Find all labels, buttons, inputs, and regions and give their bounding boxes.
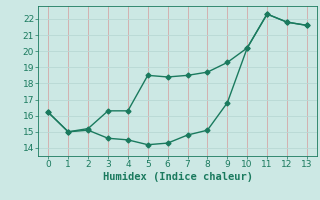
X-axis label: Humidex (Indice chaleur): Humidex (Indice chaleur) <box>103 172 252 182</box>
